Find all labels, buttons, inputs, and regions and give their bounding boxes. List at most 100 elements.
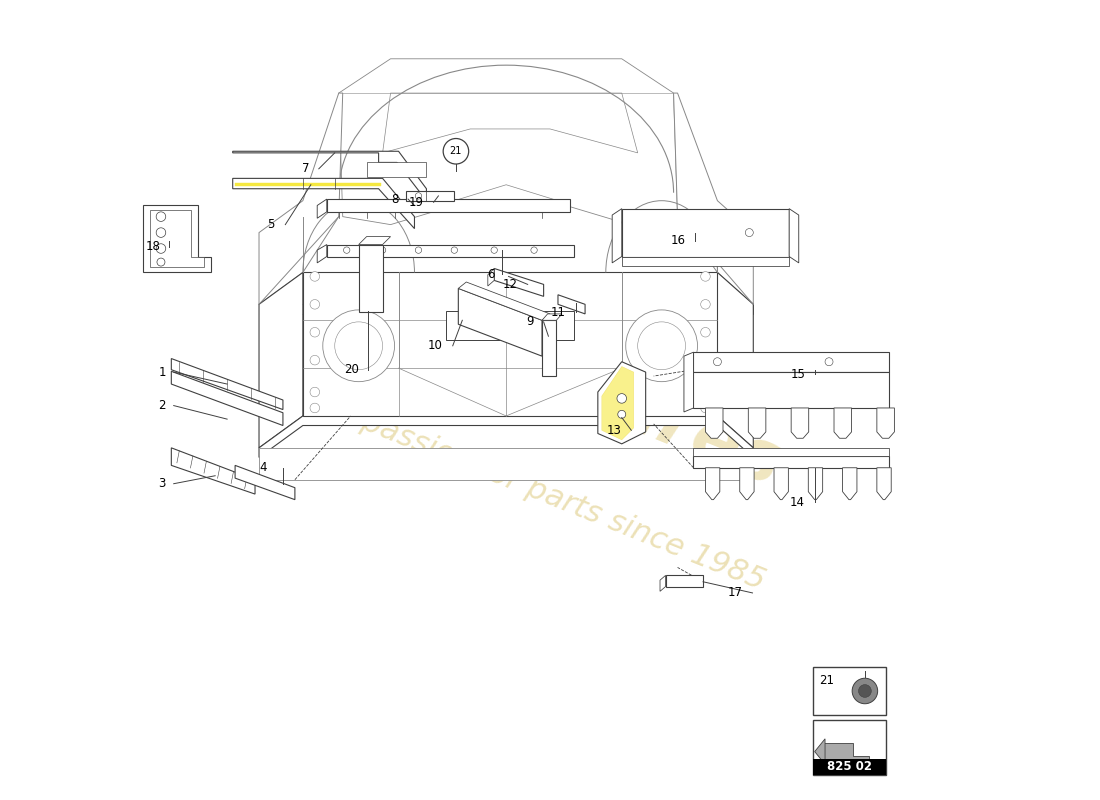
Polygon shape [487, 269, 494, 286]
Polygon shape [172, 358, 283, 410]
Text: 16: 16 [671, 234, 685, 247]
Circle shape [310, 355, 320, 365]
Polygon shape [150, 210, 204, 267]
Text: eurospares: eurospares [343, 266, 792, 502]
Polygon shape [494, 269, 543, 296]
Text: 1: 1 [158, 366, 166, 378]
Circle shape [379, 247, 386, 254]
Polygon shape [877, 468, 891, 500]
Circle shape [491, 247, 497, 254]
Polygon shape [693, 448, 889, 456]
Text: 7: 7 [301, 162, 309, 175]
Polygon shape [843, 468, 857, 500]
Polygon shape [235, 183, 381, 186]
Circle shape [701, 403, 711, 413]
Circle shape [157, 258, 165, 266]
Circle shape [156, 212, 166, 222]
Polygon shape [693, 372, 889, 408]
Circle shape [852, 678, 878, 704]
Polygon shape [366, 162, 427, 177]
Polygon shape [621, 209, 789, 257]
Polygon shape [327, 245, 574, 257]
Polygon shape [774, 468, 789, 500]
Text: 12: 12 [503, 278, 518, 291]
Polygon shape [739, 468, 755, 500]
Text: 3: 3 [158, 478, 166, 490]
Circle shape [310, 403, 320, 413]
Circle shape [701, 355, 711, 365]
FancyBboxPatch shape [813, 721, 887, 774]
Polygon shape [693, 352, 889, 372]
Polygon shape [459, 282, 550, 320]
Text: 14: 14 [790, 495, 805, 509]
Polygon shape [791, 408, 808, 438]
Text: 19: 19 [409, 196, 424, 209]
Polygon shape [808, 468, 823, 500]
Polygon shape [258, 273, 303, 448]
Text: 21: 21 [818, 674, 834, 687]
Polygon shape [542, 314, 562, 320]
Circle shape [701, 299, 711, 309]
Polygon shape [621, 257, 789, 266]
Polygon shape [684, 352, 693, 412]
Polygon shape [407, 191, 454, 201]
Circle shape [156, 228, 166, 238]
Polygon shape [459, 288, 542, 356]
Polygon shape [673, 93, 754, 304]
Circle shape [638, 322, 685, 370]
Circle shape [626, 310, 697, 382]
Circle shape [310, 299, 320, 309]
Polygon shape [613, 209, 621, 263]
Polygon shape [602, 366, 634, 440]
Polygon shape [233, 178, 415, 229]
Polygon shape [258, 416, 754, 458]
Text: 5: 5 [267, 218, 275, 231]
Circle shape [343, 247, 350, 254]
Polygon shape [877, 408, 894, 438]
Polygon shape [447, 310, 574, 340]
Circle shape [310, 387, 320, 397]
Polygon shape [574, 304, 754, 314]
Polygon shape [542, 320, 557, 376]
Polygon shape [834, 408, 851, 438]
Polygon shape [258, 304, 447, 314]
Circle shape [825, 358, 833, 366]
Polygon shape [660, 575, 666, 591]
Text: 10: 10 [428, 339, 442, 352]
Circle shape [701, 387, 711, 397]
Polygon shape [823, 743, 869, 769]
Text: 9: 9 [527, 315, 535, 328]
Text: 6: 6 [486, 267, 494, 281]
Text: 8: 8 [392, 193, 398, 206]
Text: a passion for parts since 1985: a passion for parts since 1985 [331, 396, 769, 595]
Text: 18: 18 [146, 241, 161, 254]
Text: 17: 17 [728, 586, 743, 599]
Polygon shape [317, 245, 327, 263]
Polygon shape [302, 273, 717, 416]
Circle shape [531, 247, 537, 254]
Polygon shape [327, 199, 570, 212]
Polygon shape [666, 575, 703, 586]
Text: 2: 2 [158, 399, 166, 412]
Polygon shape [705, 468, 719, 500]
Text: 825 02: 825 02 [827, 760, 872, 774]
Polygon shape [383, 93, 638, 153]
Circle shape [451, 247, 458, 254]
Polygon shape [359, 237, 390, 245]
Circle shape [310, 272, 320, 282]
Polygon shape [172, 371, 283, 426]
Polygon shape [258, 448, 754, 480]
Circle shape [322, 310, 395, 382]
Text: 4: 4 [260, 462, 267, 474]
Circle shape [858, 685, 871, 698]
Text: 11: 11 [551, 306, 565, 319]
Polygon shape [717, 273, 754, 448]
Circle shape [416, 247, 421, 254]
Polygon shape [339, 58, 678, 225]
Circle shape [334, 322, 383, 370]
Polygon shape [233, 151, 427, 201]
Polygon shape [235, 466, 295, 500]
Circle shape [310, 327, 320, 337]
Polygon shape [789, 209, 799, 263]
Polygon shape [258, 93, 343, 304]
